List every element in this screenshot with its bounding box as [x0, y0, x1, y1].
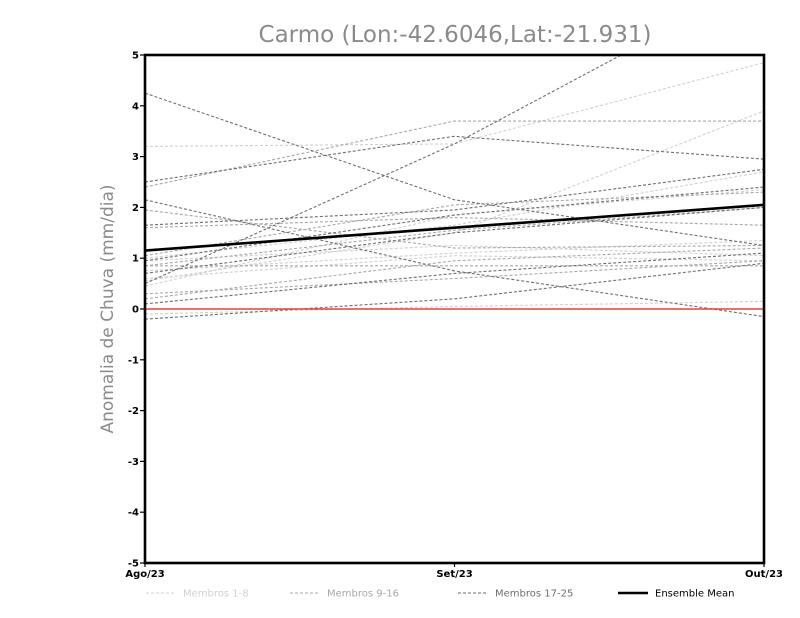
legend-label: Ensemble Mean	[655, 589, 734, 600]
legend: Membros 1-8 Membros 9-16 Membros 17-25 Ense…	[146, 589, 734, 600]
y-tick-label: -2	[128, 406, 139, 417]
member-line-m07	[145, 171, 764, 259]
member-line-m16	[145, 247, 764, 300]
member-line-m22	[145, 252, 764, 305]
y-tick-label: -5	[128, 559, 139, 570]
member-line-m18	[145, 135, 764, 183]
y-tick-label: 2	[132, 203, 139, 214]
legend-label: Membros 1-8	[183, 589, 249, 600]
member-line-m06	[145, 300, 764, 315]
x-tick-label: Out/23	[745, 569, 783, 580]
member-line-m24	[145, 186, 764, 262]
member-line-m04	[145, 255, 764, 280]
x-ticks: Ago/23 Set/23 Out/23	[125, 563, 783, 580]
member-line-m08	[145, 189, 764, 287]
y-tick-label: 5	[132, 51, 139, 62]
ensemble-mean-line	[144, 203, 765, 252]
y-axis-label: Anomalia de Chuva (mm/dia)	[98, 184, 118, 433]
y-tick-label: 1	[132, 254, 139, 265]
member-line-m10	[145, 217, 764, 229]
legend-label: Membros 9-16	[327, 589, 399, 600]
member-line-m20	[145, 199, 764, 318]
y-tick-label: -4	[128, 508, 139, 519]
y-ticks: -5 -4 -3 -2 -1 0 1 2 3 4 5	[128, 51, 145, 570]
member-line-m15	[145, 206, 764, 267]
plot-frame	[143, 53, 766, 565]
member-line-m02	[145, 110, 764, 282]
x-tick-label: Ago/23	[125, 569, 164, 580]
y-tick-label: 3	[132, 152, 139, 163]
member-line-m03	[145, 244, 764, 262]
series-layer	[145, 55, 764, 320]
member-line-m09	[145, 120, 764, 188]
member-line-m14	[145, 191, 764, 257]
member-line-m13	[145, 260, 764, 295]
chart-title: Carmo (Lon:-42.6046,Lat:-21.931)	[259, 22, 652, 48]
y-tick-label: 4	[132, 101, 139, 112]
member-line-m01	[145, 62, 764, 147]
member-line-m21	[145, 168, 764, 226]
x-tick-label: Set/23	[436, 569, 472, 580]
member-line-m05	[145, 239, 764, 272]
y-tick-label: 0	[132, 305, 139, 316]
member-line-m12	[145, 209, 764, 249]
y-tick-label: -3	[128, 457, 139, 468]
legend-label: Membros 17-25	[495, 589, 573, 600]
member-line-m17	[145, 92, 764, 247]
member-line-m23	[145, 262, 764, 320]
y-tick-label: -1	[128, 355, 139, 366]
member-line-m25	[145, 206, 764, 274]
